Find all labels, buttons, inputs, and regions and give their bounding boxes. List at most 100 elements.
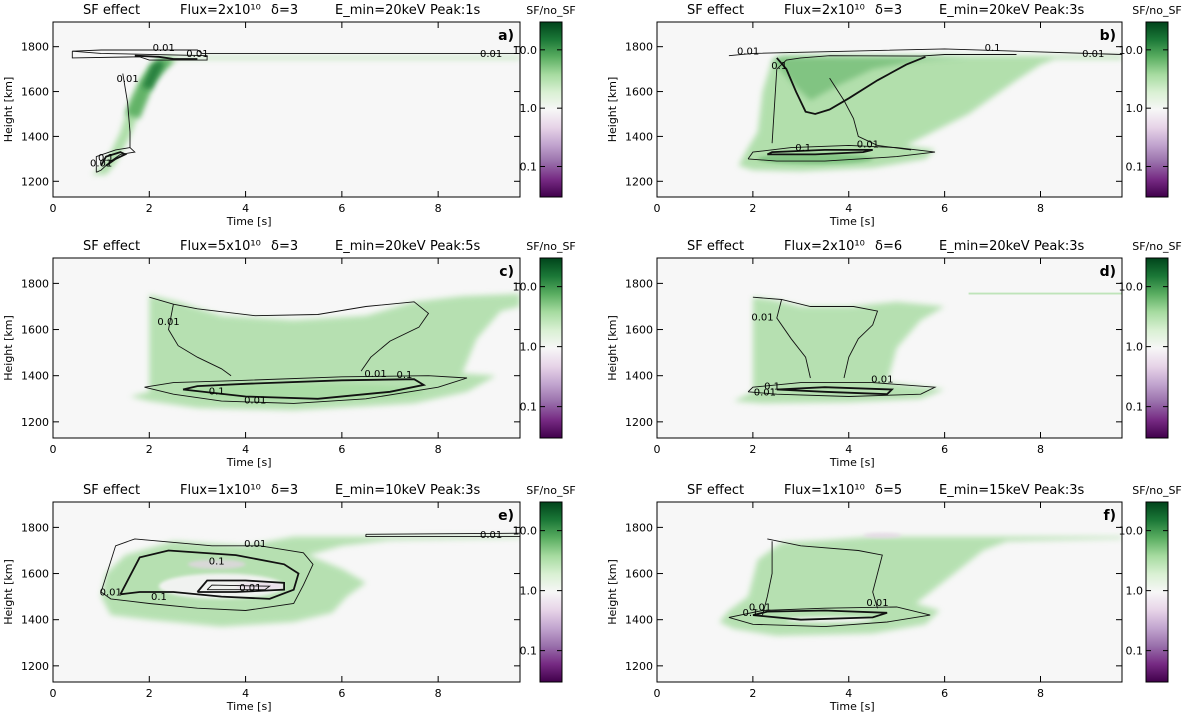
contour-label: 0.01 bbox=[186, 49, 208, 60]
title-part: Flux=1x10¹⁰ bbox=[180, 483, 261, 498]
contour-line bbox=[206, 584, 271, 591]
y-tick-label: 1400 bbox=[625, 614, 653, 627]
x-tick-label: 8 bbox=[435, 202, 442, 215]
colorbar-label: SF/no_SF bbox=[1132, 484, 1182, 497]
x-axis-label: Time [s] bbox=[226, 456, 272, 469]
colorbar-tick-label: 1.0 bbox=[1126, 102, 1144, 115]
x-axis-label: Time [s] bbox=[829, 456, 875, 469]
y-tick-label: 1600 bbox=[625, 86, 653, 99]
title-part: E_min=20keV bbox=[939, 239, 1030, 254]
x-tick-label: 0 bbox=[654, 687, 661, 700]
contour-label: 0.01 bbox=[751, 312, 773, 323]
contour-label: 0.01 bbox=[857, 140, 879, 151]
contour-line bbox=[72, 49, 520, 54]
title-part: δ=3 bbox=[875, 3, 902, 18]
x-tick-label: 6 bbox=[338, 687, 345, 700]
field-region bbox=[187, 559, 246, 569]
contour-label: 0.1 bbox=[209, 387, 225, 398]
contour-label: 0.1 bbox=[743, 608, 759, 619]
contour-line bbox=[776, 55, 926, 115]
contour-label: 0.1 bbox=[771, 61, 787, 72]
contour-line bbox=[122, 73, 131, 148]
contour-line bbox=[144, 375, 468, 404]
heatmap-field bbox=[100, 532, 520, 627]
x-tick-label: 2 bbox=[146, 443, 153, 456]
colorbar-label: SF/no_SF bbox=[526, 484, 576, 497]
colorbar bbox=[539, 21, 563, 198]
field-region bbox=[968, 292, 1122, 295]
x-tick-label: 0 bbox=[654, 443, 661, 456]
panel-b: 0.01 0.1 0.1 0.01 0.1 0.01 0 2 4 6 8 1200 1400 1600 18… bbox=[606, 3, 1182, 228]
contour-label: 0.01 bbox=[866, 598, 888, 609]
colorbar-tick-label: 0.1 bbox=[520, 645, 538, 658]
panel-label: e) bbox=[498, 508, 514, 524]
title-part: SF effect bbox=[83, 239, 140, 254]
contour-line bbox=[149, 296, 430, 372]
axes-frame bbox=[656, 257, 1123, 439]
x-tick-label: 8 bbox=[1037, 687, 1044, 700]
y-tick-label: 1600 bbox=[625, 324, 653, 337]
contour-label: 0.01 bbox=[871, 375, 893, 386]
colorbar-label: SF/no_SF bbox=[1132, 4, 1182, 17]
title-part: SF effect bbox=[687, 483, 744, 498]
field-region bbox=[733, 297, 945, 404]
title-part: SF effect bbox=[83, 3, 140, 18]
contour-label: 0.1 bbox=[98, 153, 114, 164]
contour-label: 0.01 bbox=[153, 43, 175, 54]
colorbar-label: SF/no_SF bbox=[526, 240, 576, 253]
title-part: δ=5 bbox=[875, 483, 902, 498]
contour-label: 0.01 bbox=[737, 47, 759, 58]
x-tick-label: 2 bbox=[749, 202, 756, 215]
x-tick-label: 4 bbox=[845, 443, 852, 456]
panel-c: 0.01 0.01 0.1 0.1 0.01 0 2 4 6 8 1200 1400 1600 1800 T… bbox=[2, 239, 576, 469]
x-tick-label: 6 bbox=[338, 443, 345, 456]
panel-label: d) bbox=[1100, 264, 1116, 280]
contour-label: 0.01 bbox=[480, 49, 502, 60]
contour-line bbox=[766, 148, 873, 156]
x-tick-label: 6 bbox=[941, 202, 948, 215]
axes-frame bbox=[52, 257, 521, 439]
x-tick-label: 4 bbox=[242, 687, 249, 700]
x-tick-label: 6 bbox=[941, 443, 948, 456]
colorbar-tick-label: 0.1 bbox=[1126, 645, 1144, 658]
contour-line bbox=[747, 382, 937, 397]
colorbar-tick-label: 0.1 bbox=[1126, 401, 1144, 414]
colorbar-tick-label: 1.0 bbox=[520, 102, 538, 115]
y-axis-label: Height [km] bbox=[2, 559, 15, 625]
x-tick-label: 6 bbox=[338, 202, 345, 215]
x-axis-label: Time [s] bbox=[829, 215, 875, 228]
contour-label: 0.01 bbox=[157, 317, 179, 328]
contour-label: 0.1 bbox=[397, 370, 413, 381]
contour-label: 0.01 bbox=[100, 587, 122, 598]
contour-line bbox=[119, 549, 300, 600]
title-part: Peak:5s bbox=[430, 239, 481, 254]
panel-label: a) bbox=[498, 28, 514, 44]
colorbar-tick-label: 1.0 bbox=[1126, 585, 1144, 598]
y-tick-label: 1400 bbox=[21, 130, 49, 143]
title-part: SF effect bbox=[687, 239, 744, 254]
x-tick-label: 8 bbox=[1037, 443, 1044, 456]
y-tick-label: 1600 bbox=[21, 324, 49, 337]
title-part: Peak:3s bbox=[1034, 239, 1085, 254]
y-tick-label: 1200 bbox=[625, 175, 653, 188]
y-tick-label: 1800 bbox=[625, 41, 653, 54]
y-tick-label: 1400 bbox=[21, 614, 49, 627]
contour-line bbox=[168, 304, 232, 377]
contour-label: 0.01 bbox=[749, 602, 771, 613]
contour-label: 0.01 bbox=[239, 583, 261, 594]
title-part: δ=3 bbox=[271, 239, 298, 254]
title-part: δ=3 bbox=[271, 3, 298, 18]
contour-line bbox=[196, 579, 286, 593]
y-tick-label: 1800 bbox=[21, 41, 49, 54]
panel-label: f) bbox=[1104, 508, 1117, 524]
x-tick-label: 2 bbox=[146, 687, 153, 700]
x-tick-label: 4 bbox=[845, 202, 852, 215]
y-tick-label: 1400 bbox=[625, 370, 653, 383]
y-tick-label: 1200 bbox=[21, 416, 49, 429]
y-tick-label: 1600 bbox=[21, 86, 49, 99]
colorbar-tick-label: 1.0 bbox=[520, 585, 538, 598]
field-region bbox=[772, 56, 969, 101]
axes-frame bbox=[52, 21, 521, 198]
contour-label: 0.01 bbox=[244, 395, 266, 406]
